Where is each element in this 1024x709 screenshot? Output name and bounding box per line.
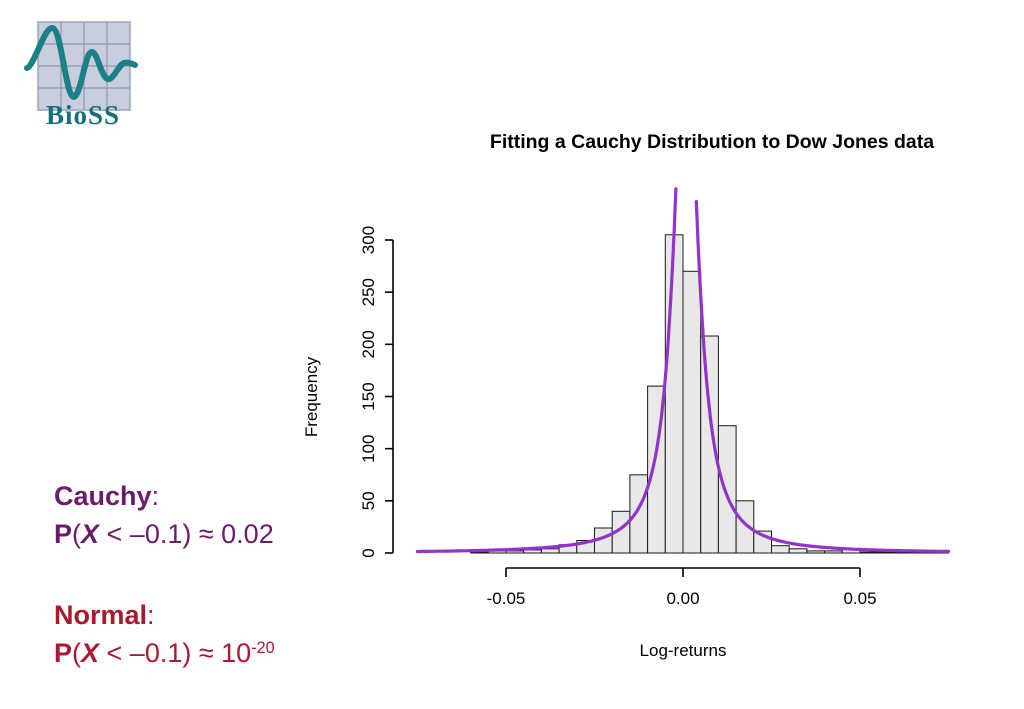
annotation-text: :	[151, 481, 160, 511]
histogram-bar	[877, 551, 896, 554]
y-tick-label: 200	[359, 330, 378, 358]
y-tick-label: 150	[359, 382, 378, 410]
histogram-bar	[859, 551, 879, 554]
x-axis-label: Log-returns	[640, 641, 727, 660]
annotation-text: (	[72, 519, 82, 549]
histogram-bar	[664, 234, 684, 554]
histogram-bar	[629, 474, 649, 554]
y-tick-label: 250	[359, 278, 378, 306]
bioss-logo-graphic	[24, 21, 138, 111]
annotation-text: < –0.1) ≈ 0.02	[99, 519, 274, 549]
annotation-text: -20	[251, 639, 275, 658]
bioss-logo-text: BioSS	[45, 100, 121, 130]
histogram-bar	[717, 425, 737, 554]
histogram-bar	[505, 550, 525, 554]
histogram-bar	[788, 548, 808, 554]
x-tick-label: 0.05	[843, 589, 876, 608]
wave-icon	[24, 25, 138, 100]
chart-title: Fitting a Cauchy Distribution to Dow Jon…	[490, 131, 934, 153]
annotation-text: P	[54, 638, 73, 668]
histogram-bar	[540, 548, 560, 554]
normal-annotation: Normal: P(X < –0.1) ≈ 10-20	[54, 596, 275, 676]
cauchy-annotation: Cauchy: P(X < –0.1) ≈ 0.02	[54, 477, 274, 553]
x-axis: -0.05 0.00 0.05	[487, 567, 877, 608]
x-tick-label: 0.00	[666, 589, 699, 608]
y-axis: 0 50 100 150 200 250 300	[359, 226, 394, 558]
annotation-text: (	[72, 638, 82, 668]
annotation-text: X	[81, 638, 100, 668]
histogram-bar	[771, 545, 790, 554]
cauchy-formula: P(X < –0.1) ≈ 0.02	[54, 515, 274, 553]
x-tick-label: -0.05	[487, 589, 526, 608]
annotation-text: :	[147, 600, 155, 630]
histogram-bar	[735, 500, 755, 554]
histogram-bar	[824, 550, 843, 554]
bioss-logo: BioSS	[24, 18, 144, 134]
histogram-bar	[806, 550, 826, 554]
logo-grid	[37, 21, 131, 111]
y-tick-label: 0	[359, 548, 378, 557]
histogram-bar	[682, 270, 702, 554]
annotation-text: Cauchy	[54, 481, 152, 511]
y-tick-label: 50	[359, 491, 378, 510]
histogram-bars	[470, 234, 949, 554]
annotation-text: P	[54, 519, 73, 549]
y-axis-label: Frequency	[302, 356, 321, 437]
cauchy-curve	[415, 187, 951, 554]
annotation-text: X	[81, 519, 100, 549]
y-tick-label: 100	[359, 435, 378, 463]
normal-formula: P(X < –0.1) ≈ 10-20	[54, 634, 275, 676]
y-tick-label: 300	[359, 226, 378, 254]
annotation-text: < –0.1) ≈ 10	[99, 638, 252, 668]
normal-heading: Normal:	[54, 596, 275, 634]
cauchy-heading: Cauchy:	[54, 477, 274, 515]
annotation-text: Normal	[54, 600, 148, 630]
